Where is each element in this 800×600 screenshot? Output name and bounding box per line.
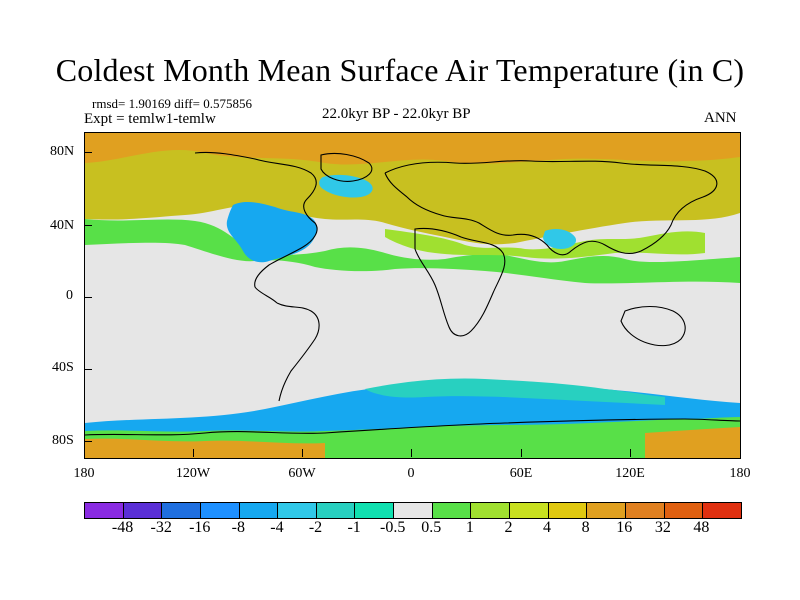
colorbar-swatch — [664, 503, 704, 518]
cold-southern-teal — [365, 378, 665, 405]
coast-north-america — [194, 151, 318, 304]
lat-label-40n: 40N — [50, 218, 75, 233]
colorbar-label: -32 — [150, 519, 172, 536]
coast-eurasia — [384, 160, 718, 256]
colorbar-label: 8 — [581, 519, 590, 536]
lat-tick — [84, 152, 92, 153]
lon-label-120w: 120W — [175, 466, 211, 481]
coastlines — [85, 151, 740, 436]
colorbar-label: 16 — [616, 519, 633, 536]
map-plot-area — [84, 132, 741, 459]
lon-tick — [630, 449, 631, 457]
coast-africa — [414, 227, 506, 337]
lat-label-80s: 80S — [52, 433, 74, 448]
colorbar-swatch — [200, 503, 240, 518]
lat-tick — [84, 225, 92, 226]
colorbar-label: 48 — [693, 519, 710, 536]
coast-antarctica — [85, 418, 740, 436]
lat-tick — [84, 369, 92, 370]
temperature-map — [85, 133, 740, 458]
colorbar-label: -4 — [270, 519, 284, 536]
colorbar-swatch — [548, 503, 588, 518]
lon-label-120e: 120E — [615, 466, 645, 481]
colorbar-label: 2 — [504, 519, 513, 536]
lat-tick — [84, 297, 92, 298]
lon-label-60w: 60W — [288, 466, 316, 481]
colorbar-label: -8 — [231, 519, 246, 536]
lon-tick — [411, 449, 412, 457]
colorbar-swatch — [355, 503, 395, 518]
cold-north-america — [226, 201, 317, 263]
coast-greenland — [320, 152, 373, 182]
time-range-line: 22.0kyr BP - 22.0kyr BP — [322, 106, 471, 122]
colorbar-label: -1 — [347, 519, 361, 536]
colorbar-swatch — [471, 503, 511, 518]
colorbar-swatch — [394, 503, 433, 518]
coast-australia — [620, 305, 686, 347]
lat-label-40s: 40S — [52, 360, 74, 375]
colorbar-label: -16 — [189, 519, 211, 536]
colorbar-swatch — [85, 503, 124, 518]
colorbar-swatch — [703, 503, 741, 518]
coast-south-america — [276, 302, 320, 402]
colorbar-swatch — [510, 503, 549, 518]
colorbar-label: -2 — [308, 519, 323, 536]
colorbar-swatch — [625, 503, 665, 518]
lon-label-180w: 180 — [73, 466, 95, 481]
colorbar-label: 4 — [543, 519, 552, 536]
stats-line: rmsd= 1.90169 diff= 0.575856 — [92, 96, 252, 111]
antarctic-orange-band — [85, 438, 325, 458]
colorbar-swatch — [123, 503, 163, 518]
lon-tick — [521, 449, 522, 457]
experiment-line: Expt = temlw1-temlw — [84, 111, 216, 127]
lon-label-60e: 60E — [509, 466, 533, 481]
cold-greenland — [319, 174, 373, 198]
lon-label-0: 0 — [407, 466, 415, 481]
season-label: ANN — [704, 110, 737, 126]
lon-tick — [302, 449, 303, 457]
warm-north-yellow — [85, 149, 740, 245]
lat-label-80n: 80N — [50, 144, 75, 159]
colorbar-swatch — [432, 503, 472, 518]
colorbar — [84, 502, 742, 519]
colorbar-swatch — [162, 503, 201, 518]
lon-label-180e: 180 — [729, 466, 751, 481]
warm-tropical-patch — [385, 229, 705, 259]
lat-label-equator: 0 — [66, 288, 73, 303]
colorbar-label: -48 — [111, 519, 134, 536]
colorbar-swatch — [587, 503, 626, 518]
colorbar-label: -0.5 — [380, 519, 406, 536]
cold-asia-patch — [543, 229, 577, 249]
colorbar-label: 0.5 — [421, 519, 442, 536]
colorbar-swatch — [239, 503, 279, 518]
colorbar-label: 32 — [654, 519, 671, 536]
lat-tick — [84, 441, 92, 442]
colorbar-swatch — [278, 503, 317, 518]
colorbar-label: 1 — [465, 519, 474, 536]
lon-tick — [193, 449, 194, 457]
warm-tropical-green — [85, 219, 740, 284]
antarctic-orange-east — [645, 427, 740, 458]
colorbar-swatch — [316, 503, 356, 518]
map-title: Coldest Month Mean Surface Air Temperatu… — [55, 52, 745, 88]
